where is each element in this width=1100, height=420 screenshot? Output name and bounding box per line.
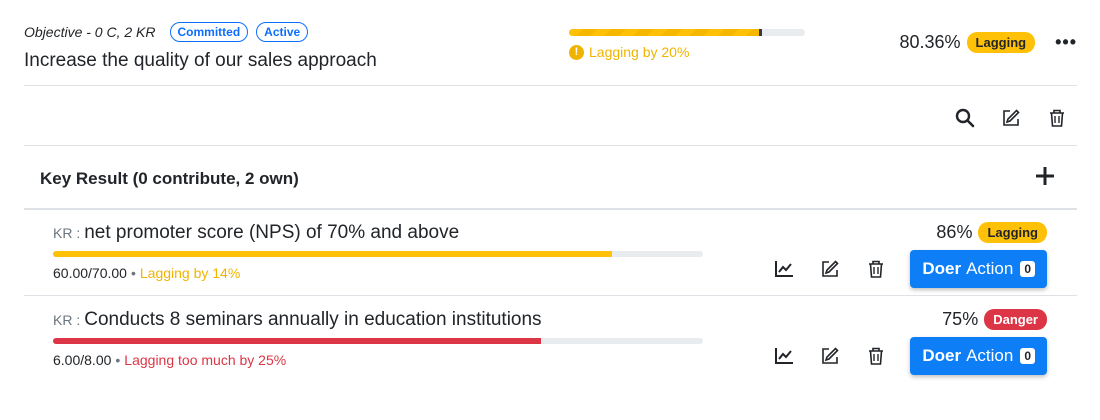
key-result-label: KR : net promoter score (NPS) of 70% and…: [53, 222, 459, 244]
separator: •: [115, 352, 121, 368]
objective-progress-bar: [569, 29, 805, 36]
key-result-progress-bar: [53, 338, 703, 344]
active-tag: Active: [256, 22, 309, 42]
objective-progress-fill: [569, 29, 759, 36]
objective-meta-text: Objective - 0 C, 2 KR: [24, 24, 156, 40]
doer-action-count: 0: [1020, 348, 1035, 364]
key-result-title[interactable]: Conducts 8 seminars annually in educatio…: [84, 309, 542, 330]
doer-action-count: 0: [1020, 261, 1035, 277]
key-result-row: KR : Conducts 8 seminars annually in edu…: [24, 297, 1077, 383]
objective-header: Objective - 0 C, 2 KR Committed Active I…: [24, 0, 1077, 86]
trash-icon[interactable]: [1045, 106, 1069, 130]
doer-action-button[interactable]: Doer Action 0: [910, 337, 1047, 375]
objective-score: 80.36% Lagging •••: [899, 32, 1077, 53]
key-result-percent: 86%: [936, 222, 973, 242]
key-result-prefix: KR :: [53, 225, 81, 241]
search-icon[interactable]: [953, 106, 977, 130]
key-result-sub: 60.00/70.00 • Lagging by 14%: [53, 265, 240, 281]
key-result-score: 86% Lagging: [936, 222, 1047, 243]
key-result-progress-bar: [53, 251, 703, 257]
doer-action-label: Action: [966, 259, 1014, 278]
doer-action-bold: Doer: [922, 259, 962, 278]
key-result-status-badge: Lagging: [978, 222, 1047, 243]
edit-icon[interactable]: [818, 257, 842, 281]
key-result-prefix: KR :: [53, 312, 81, 328]
committed-tag: Committed: [169, 22, 249, 42]
objective-title: Increase the quality of our sales approa…: [24, 50, 377, 71]
edit-icon[interactable]: [999, 106, 1023, 130]
key-result-title[interactable]: net promoter score (NPS) of 70% and abov…: [84, 222, 460, 243]
objective-meta: Objective - 0 C, 2 KR Committed Active: [24, 22, 309, 42]
key-result-status-text: Lagging by 14%: [139, 265, 241, 281]
key-result-row: KR : net promoter score (NPS) of 70% and…: [24, 210, 1077, 296]
objective-status: ! Lagging by 20%: [569, 44, 689, 60]
key-result-percent: 75%: [942, 309, 979, 329]
trash-icon[interactable]: [864, 344, 888, 368]
key-result-progress-fill: [53, 251, 612, 257]
key-result-sub: 6.00/8.00 • Lagging too much by 25%: [53, 352, 286, 368]
key-result-value: 6.00/8.00: [53, 352, 112, 368]
key-result-value: 60.00/70.00: [53, 265, 127, 281]
line-chart-icon[interactable]: [772, 344, 796, 368]
key-results-header: Key Result (0 contribute, 2 own): [24, 146, 1077, 210]
key-result-progress-fill: [53, 338, 541, 344]
key-result-actions: Doer Action 0: [772, 337, 1047, 375]
separator: •: [130, 265, 136, 281]
doer-action-bold: Doer: [922, 346, 962, 365]
doer-action-button[interactable]: Doer Action 0: [910, 250, 1047, 288]
key-result-status-badge: Danger: [984, 309, 1047, 330]
key-results-title: Key Result (0 contribute, 2 own): [40, 169, 299, 188]
plus-icon[interactable]: [1033, 164, 1057, 188]
edit-icon[interactable]: [818, 344, 842, 368]
objective-status-badge: Lagging: [966, 32, 1036, 53]
objective-percent: 80.36%: [899, 32, 961, 52]
key-result-actions: Doer Action 0: [772, 250, 1047, 288]
key-result-label: KR : Conducts 8 seminars annually in edu…: [53, 309, 542, 331]
key-result-status-text: Lagging too much by 25%: [124, 352, 287, 368]
objective-actions: [24, 86, 1077, 146]
warning-icon: !: [569, 44, 584, 60]
doer-action-label: Action: [966, 346, 1014, 365]
key-result-score: 75% Danger: [942, 309, 1047, 330]
line-chart-icon[interactable]: [772, 257, 796, 281]
objective-status-text: Lagging by 20%: [589, 44, 690, 60]
trash-icon[interactable]: [864, 257, 888, 281]
objective-target-marker: [759, 29, 762, 36]
more-icon[interactable]: •••: [1055, 32, 1077, 52]
